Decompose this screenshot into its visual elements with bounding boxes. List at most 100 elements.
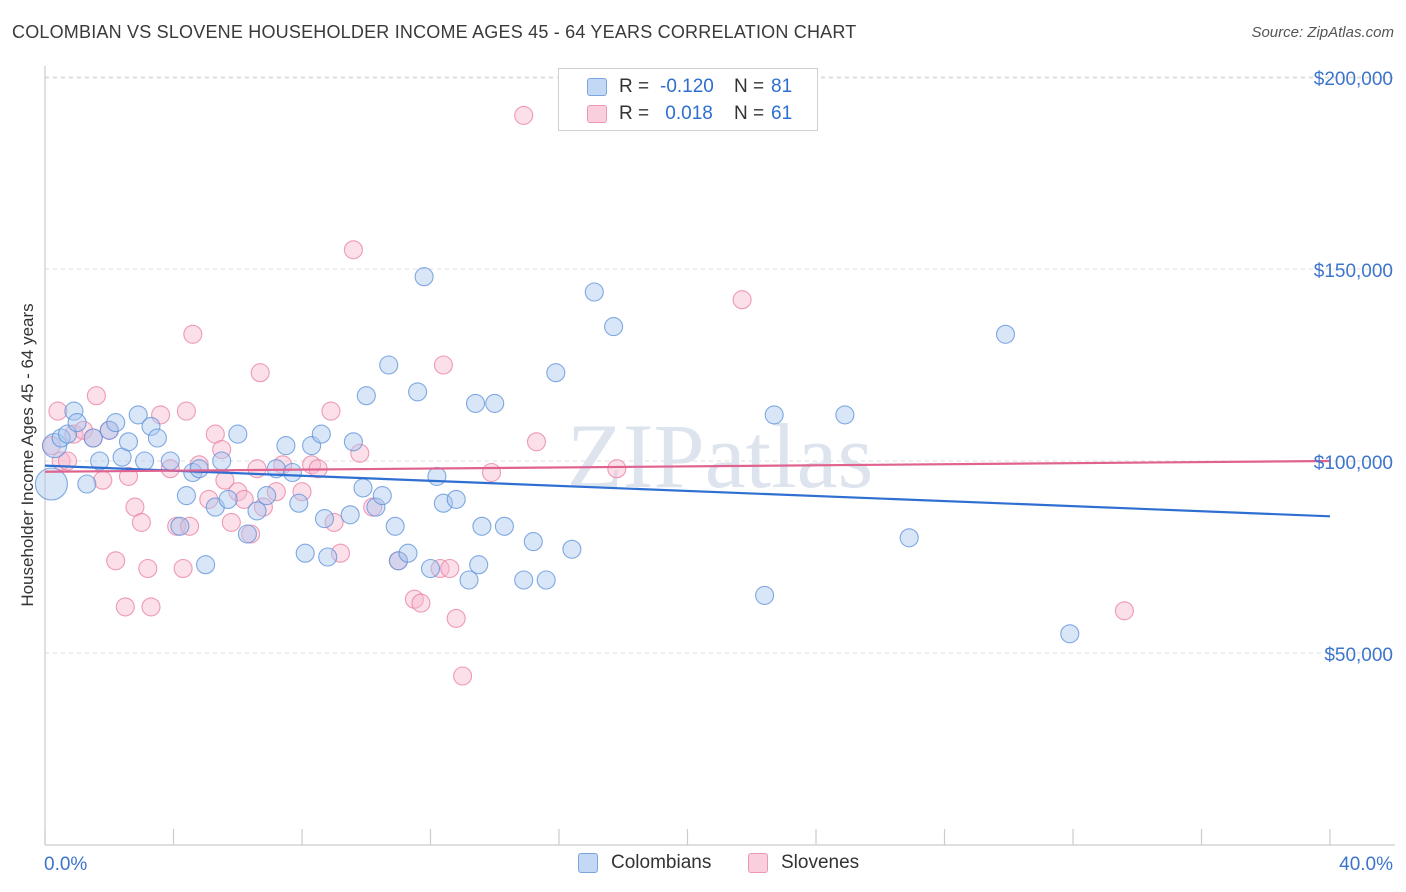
colombians-point (1060, 624, 1080, 644)
slovenes-swatch (748, 853, 768, 873)
slovenes-point (138, 558, 158, 579)
x-tick-label-min: 0.0% (44, 854, 87, 875)
slovenes-point (173, 558, 193, 579)
colombians-point (67, 413, 87, 433)
colombians-point (427, 466, 447, 486)
r-label: R = (619, 76, 650, 97)
colombians-point (118, 432, 139, 452)
r-value: -0.120 (660, 76, 714, 97)
colombians-point (353, 478, 373, 498)
slovenes-point (212, 439, 232, 460)
colombians-point (408, 382, 428, 402)
y-axis-label: Householder Income Ages 45 - 64 years (18, 303, 37, 607)
colombians-point (128, 405, 148, 425)
chart-title: COLOMBIAN VS SLOVENE HOUSEHOLDER INCOME … (12, 22, 857, 42)
colombians-point (379, 355, 399, 375)
slovenes-point (221, 512, 241, 532)
colombians-point (77, 474, 97, 494)
colombians-point (147, 428, 167, 448)
slovenes-point (350, 443, 370, 463)
x-tick-label-max: 40.0% (1339, 854, 1393, 875)
colombians-point (135, 451, 155, 471)
colombians-point (604, 317, 624, 337)
colombians-point (385, 516, 405, 536)
y-tick-label: $150,000 (1314, 261, 1393, 282)
slovenes-point (73, 420, 94, 440)
colombians-point (176, 486, 196, 506)
colombians-point (99, 420, 119, 440)
y-tick-labels: $50,000 $100,000 $150,000 $200,000 (1314, 69, 1393, 666)
y-tick-label: $100,000 (1314, 453, 1393, 474)
colombians-point (514, 570, 534, 590)
colombians-point (257, 486, 277, 506)
colombians-point (764, 405, 784, 425)
colombians-point (289, 493, 309, 513)
r-value: 0.018 (660, 103, 713, 124)
slovenes-point (514, 105, 534, 125)
colombians-point (318, 547, 338, 567)
colombians-point (282, 462, 302, 483)
colombians-point (414, 267, 434, 287)
colombians-point (196, 555, 216, 575)
colombians-point (160, 451, 180, 471)
slovenes-point (141, 597, 161, 617)
colombians-point (311, 424, 331, 444)
colombians-point (212, 451, 232, 471)
slovenes-point (48, 401, 68, 421)
n-label: N = (734, 76, 765, 97)
colombians-point (835, 405, 855, 425)
slovenes-point (86, 386, 106, 406)
slovenes-point (481, 462, 502, 483)
slovenes-point (183, 324, 203, 344)
colombians-point (523, 532, 543, 552)
colombians-point (106, 413, 126, 433)
slovenes-point (106, 551, 126, 571)
slovenes-point (433, 355, 453, 375)
slovenes-point (250, 363, 270, 383)
slovenes-point (324, 512, 344, 532)
slovenes-point (180, 516, 200, 536)
colombians-point (295, 543, 315, 563)
colombians-point (64, 401, 84, 421)
y-tick-label: $200,000 (1314, 69, 1393, 90)
r-label: R = (619, 103, 650, 124)
gridlines (45, 76, 1395, 654)
colombians-point (446, 489, 466, 509)
y-tick-label: $50,000 (1324, 645, 1393, 666)
slovenes-point (1114, 601, 1134, 621)
colombians-swatch (587, 78, 607, 96)
colombians-point (494, 516, 514, 536)
colombians-point (356, 386, 376, 406)
colombians-point (562, 539, 582, 559)
slovenes-point (160, 459, 180, 479)
legend-label: Slovenes (781, 852, 860, 873)
slovenes-point (228, 482, 248, 502)
n-value: 81 (771, 76, 793, 97)
colombians-point (372, 486, 392, 506)
colombians-point (170, 516, 190, 536)
source-credit: Source: ZipAtlas.com (1251, 24, 1394, 41)
colombians-point (343, 432, 363, 452)
colombians-point (472, 516, 492, 536)
colombians-point (584, 282, 604, 302)
colombians-point (459, 570, 479, 590)
slovenes-swatch (587, 105, 607, 123)
colombians-point (237, 524, 257, 544)
colombians-point (247, 501, 267, 521)
colombians-point (485, 393, 505, 413)
colombians-trend-line (44, 464, 1331, 518)
colombians-point (995, 324, 1016, 344)
slovenes-point (411, 593, 431, 613)
slovenes-point (115, 597, 135, 617)
colombians-point (546, 363, 566, 383)
colombians-point (366, 497, 386, 517)
legend-label: Colombians (611, 852, 712, 873)
colombians-point (420, 558, 441, 579)
slovenes-point (199, 489, 219, 509)
trend-lines (44, 459, 1331, 518)
slovenes-point (440, 558, 460, 579)
slovenes-point (343, 240, 363, 260)
colombians-point (536, 570, 556, 590)
slovenes-point (266, 482, 286, 502)
slovenes-trend-line (44, 459, 1331, 473)
